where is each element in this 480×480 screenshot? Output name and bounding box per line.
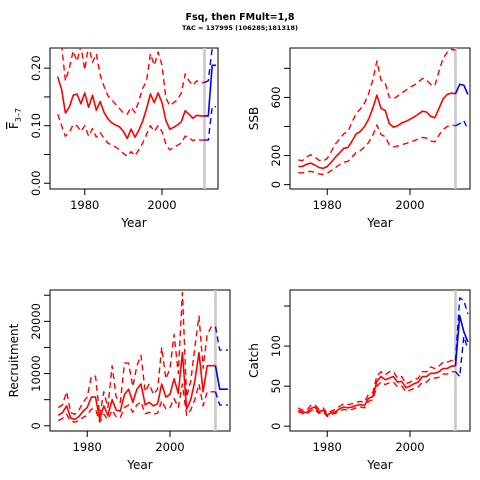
- catch-forecast-solid-line-3: [454, 314, 469, 367]
- recruitment-xtick-label: 2000: [155, 440, 184, 454]
- fbar-xtick-label: 1980: [70, 198, 99, 212]
- fbar-ytick-label: 0.20: [29, 55, 43, 81]
- ssb-xtick-label: 1980: [313, 198, 342, 212]
- ssb-forecast-dashed-line-4: [455, 119, 469, 130]
- fbar-ytick-label: 0.10: [29, 113, 43, 139]
- catch-plot-frame: [289, 289, 471, 432]
- recruitment-xtick-label: 1980: [73, 440, 102, 454]
- catch-xlabel: Year: [366, 458, 392, 472]
- catch-ytick-label: 100: [269, 335, 283, 357]
- recruitment-xlabel: Year: [126, 458, 152, 472]
- catch-xtick-label: 2000: [395, 440, 424, 454]
- catch-historical-solid-line-0: [298, 365, 456, 416]
- catch-historical-dashed-line-2: [298, 371, 456, 418]
- catch-historical-dashed-line-1: [297, 359, 456, 415]
- ssb-historical-dashed-line-2: [298, 124, 456, 176]
- recruitment-historical-dashed-line-2: [57, 383, 216, 423]
- recruitment-ytick-label: 0: [29, 422, 43, 429]
- fbar-xtick-label: 2000: [147, 198, 176, 212]
- recruitment-forecast-solid-line-3: [214, 365, 228, 391]
- fbar-historical-solid-line-0: [56, 76, 205, 140]
- ssb-plot-frame: [289, 47, 471, 190]
- catch-ylabel: Catch: [247, 343, 261, 378]
- recruitment-forecast-dashed-line-4: [214, 326, 228, 351]
- recruitment-plot-frame: [49, 289, 231, 432]
- recruitment-ytick-label: 20000: [29, 303, 43, 340]
- fbar-forecast-dashed-line-4: [204, 48, 213, 84]
- ssb-ytick-label: 600: [269, 86, 283, 108]
- recruitment-historical-solid-line-0: [57, 351, 216, 421]
- ssb-xlabel: Year: [366, 216, 392, 230]
- fbar-ytick-label: 0.00: [29, 170, 43, 196]
- ssb-historical-dashed-line-1: [298, 48, 456, 162]
- catch-forecast-dashed-line-4: [454, 297, 469, 361]
- ssb-ylabel: SSB: [247, 107, 261, 130]
- ssb-historical-solid-line-0: [298, 92, 456, 170]
- catch-ytick-label: 50: [269, 379, 283, 394]
- ssb-forecast-solid-line-3: [454, 83, 469, 95]
- fbar-forecast-dashed-line-5: [204, 105, 217, 141]
- recruitment-forecast-dashed-line-5: [214, 391, 228, 406]
- ssb-ytick-label: 0: [269, 181, 283, 188]
- ssb-xtick-label: 2000: [395, 198, 424, 212]
- chart-title: Fsq, then FMult=1,8: [186, 12, 295, 23]
- fbar-forecast-solid-line-3: [204, 64, 217, 117]
- recruitment-ytick-label: 10000: [29, 355, 43, 392]
- fbar-historical-dashed-line-1: [61, 48, 205, 115]
- fbar-historical-dashed-line-2: [57, 113, 205, 157]
- catch-ytick-label: 0: [269, 423, 283, 430]
- ssb-ytick-label: 200: [269, 145, 283, 167]
- fbar-xlabel: Year: [120, 216, 146, 230]
- catch-forecast-dashed-line-5: [454, 335, 469, 378]
- recruitment-ylabel: Recruitment: [7, 323, 21, 397]
- catch-xtick-label: 1980: [313, 440, 342, 454]
- chart-subtitle: TAC = 137995 (106285;181318): [182, 24, 298, 32]
- recruitment-historical-dashed-line-1: [57, 291, 216, 416]
- fbar-ylabel: F3–7: [7, 108, 23, 129]
- fbar-plot-frame: [49, 47, 219, 190]
